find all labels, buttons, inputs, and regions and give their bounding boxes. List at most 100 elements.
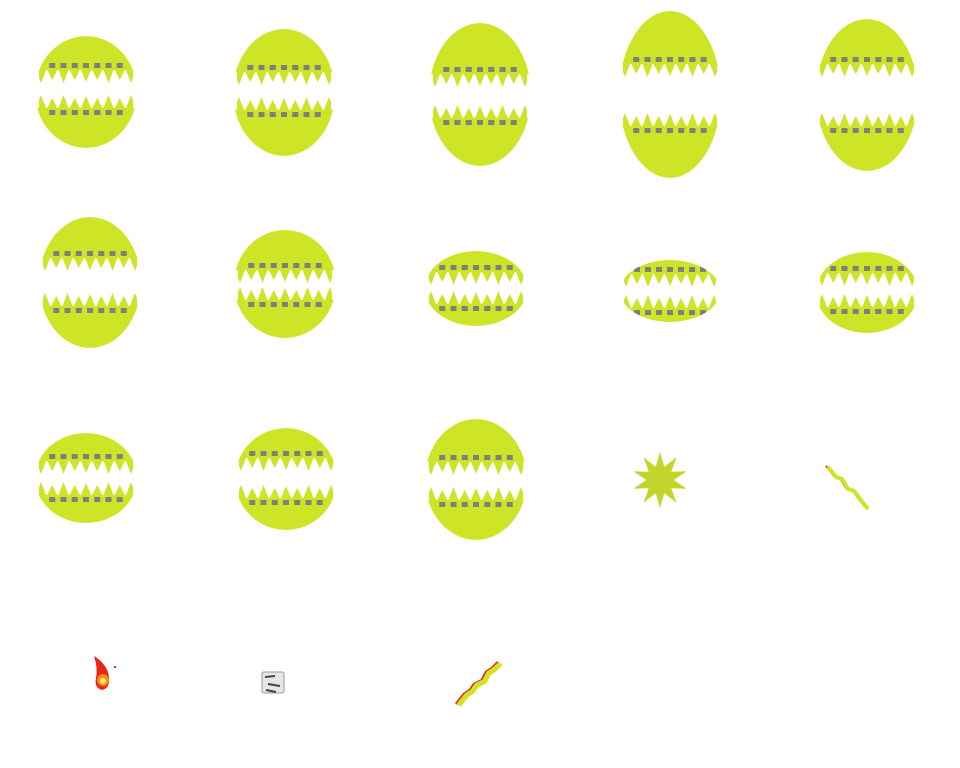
tooth-mark (292, 65, 299, 70)
tooth-mark (450, 306, 457, 311)
mouth-frame-7-sprite (234, 230, 336, 338)
tooth-mark (443, 67, 450, 72)
tooth-mark (294, 451, 301, 456)
tooth-mark (841, 309, 848, 314)
tooth-mark (53, 251, 60, 256)
tooth-mark (303, 112, 310, 117)
tooth-mark (461, 502, 468, 507)
tooth-mark (656, 267, 662, 272)
tooth-mark (116, 110, 123, 115)
tooth-mark (87, 251, 93, 256)
tooth-mark (83, 110, 89, 115)
tooth-mark (473, 502, 479, 507)
tooth-mark (75, 251, 82, 256)
mouth-frame-9-sprite (620, 260, 720, 322)
tooth-mark (510, 120, 517, 125)
tooth-mark (258, 65, 265, 70)
tooth-mark (700, 57, 707, 62)
tooth-mark (484, 306, 491, 311)
tooth-mark (465, 120, 472, 125)
tooth-mark (60, 110, 67, 115)
tooth-mark (60, 497, 67, 502)
ice-cube-sprite (261, 671, 285, 694)
tooth-mark (495, 265, 502, 270)
tooth-mark (71, 110, 78, 115)
mouth-frame-2-sprite (233, 29, 335, 156)
tooth-mark (98, 308, 105, 313)
tooth-mark (645, 267, 651, 272)
tooth-mark (450, 502, 457, 507)
fireball-sprite (94, 656, 116, 690)
tooth-mark (506, 306, 513, 311)
tooth-mark (477, 120, 483, 125)
tooth-mark (293, 302, 300, 307)
tooth-mark (506, 455, 513, 460)
tooth-mark (864, 266, 870, 271)
tooth-mark (303, 65, 310, 70)
tooth-mark (841, 57, 848, 62)
tooth-mark (294, 500, 301, 505)
tooth-mark (316, 500, 323, 505)
tooth-mark (305, 451, 312, 456)
tooth-mark (314, 65, 321, 70)
tooth-mark (49, 110, 56, 115)
tooth-mark (116, 497, 123, 502)
tooth-mark (465, 67, 472, 72)
tooth-mark (116, 63, 123, 68)
tooth-mark (94, 454, 101, 459)
mouth-frame-12-sprite (235, 428, 337, 530)
tooth-mark (109, 251, 116, 256)
tooth-mark (897, 266, 904, 271)
tooth-mark (105, 497, 112, 502)
mouth-frame-8-sprite (425, 251, 527, 326)
tooth-mark (71, 497, 78, 502)
tooth-mark (292, 112, 299, 117)
tooth-mark (678, 128, 685, 133)
small-lightning-sprite (825, 465, 870, 511)
tooth-mark (461, 265, 468, 270)
tooth-mark (852, 309, 859, 314)
tooth-mark (281, 65, 287, 70)
tooth-mark (678, 267, 684, 272)
tooth-mark (700, 310, 706, 315)
tooth-mark (269, 112, 276, 117)
tooth-mark (94, 63, 101, 68)
tooth-mark (49, 454, 56, 459)
tooth-mark (678, 57, 685, 62)
tooth-mark (120, 308, 127, 313)
tooth-mark (75, 308, 82, 313)
tooth-mark (248, 263, 255, 268)
tooth-mark (852, 57, 859, 62)
tooth-mark (830, 128, 837, 133)
tooth-mark (830, 266, 837, 271)
tooth-mark (247, 65, 254, 70)
tooth-mark (71, 454, 78, 459)
tooth-mark (841, 266, 848, 271)
tooth-mark (439, 306, 446, 311)
tooth-mark (689, 128, 696, 133)
tooth-mark (304, 302, 311, 307)
tooth-mark (439, 502, 446, 507)
tooth-mark (852, 128, 859, 133)
mouth-frame-6-sprite (39, 217, 141, 348)
tooth-mark (634, 267, 640, 272)
tooth-mark (864, 309, 870, 314)
mouth-frame-3-sprite (429, 23, 531, 166)
tooth-mark (87, 308, 93, 313)
tooth-mark (260, 451, 267, 456)
tooth-mark (454, 67, 461, 72)
tooth-mark (830, 57, 837, 62)
tooth-mark (269, 65, 276, 70)
tooth-mark (875, 57, 882, 62)
tooth-mark (71, 63, 78, 68)
tooth-mark (473, 306, 479, 311)
mouth-frame-11-sprite (35, 433, 137, 523)
tooth-mark (94, 497, 101, 502)
tooth-mark (473, 265, 479, 270)
tooth-mark (656, 310, 662, 315)
tooth-mark (495, 306, 502, 311)
mouth-frame-1-sprite (35, 36, 137, 148)
impact-star-sprite (633, 452, 687, 508)
tooth-mark (510, 67, 517, 72)
tooth-mark (64, 251, 71, 256)
